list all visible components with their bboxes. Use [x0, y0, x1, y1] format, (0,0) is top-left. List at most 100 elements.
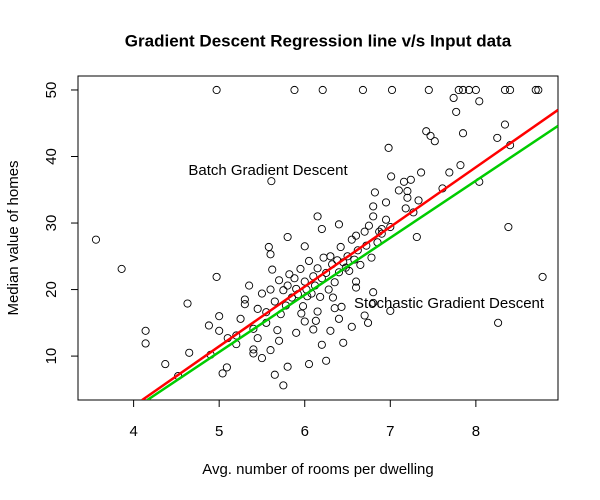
data-point	[326, 326, 335, 335]
data-point	[456, 161, 465, 170]
data-point	[253, 334, 262, 343]
data-point	[347, 235, 356, 244]
data-point	[386, 222, 395, 232]
data-point	[183, 299, 192, 308]
data-point	[364, 318, 373, 327]
data-point	[316, 292, 325, 301]
data-point	[266, 285, 275, 294]
data-point	[430, 137, 439, 146]
y-tick-label: 40	[43, 148, 60, 165]
data-point	[531, 85, 540, 95]
data-point	[358, 85, 367, 95]
data-point	[445, 168, 454, 177]
data-point	[387, 172, 396, 181]
data-point	[290, 85, 299, 95]
data-point	[264, 242, 273, 252]
data-point	[257, 289, 267, 298]
data-point	[279, 381, 288, 390]
data-point	[218, 369, 227, 378]
data-point	[403, 193, 412, 202]
data-point	[313, 212, 322, 221]
data-point	[386, 306, 395, 315]
y-tick-label: 20	[43, 281, 60, 298]
data-point	[300, 242, 309, 251]
data-point	[534, 85, 543, 95]
data-point	[452, 107, 461, 116]
data-point	[185, 348, 194, 357]
data-point	[347, 322, 356, 331]
data-point	[300, 317, 309, 326]
data-point	[324, 285, 333, 294]
data-point	[403, 187, 412, 196]
data-point	[494, 318, 503, 327]
data-point	[412, 232, 421, 242]
data-point	[0, 369, 4, 376]
y-tick-label: 50	[43, 82, 60, 99]
data-point	[313, 307, 322, 316]
data-point	[270, 297, 279, 306]
data-point	[212, 272, 221, 281]
data-point	[273, 326, 282, 335]
data-point	[322, 356, 331, 365]
data-point	[406, 175, 415, 184]
data-point	[317, 224, 326, 234]
data-point	[283, 281, 292, 290]
data-point	[360, 311, 369, 320]
data-point	[345, 266, 354, 275]
data-point	[454, 85, 463, 95]
annotation: Batch Gradient Descent	[188, 162, 348, 179]
data-point	[266, 346, 275, 355]
data-point	[343, 252, 352, 261]
data-point	[367, 253, 376, 262]
data-point	[500, 85, 510, 95]
data-point	[401, 204, 410, 213]
data-point	[504, 222, 513, 232]
data-point	[334, 220, 344, 229]
data-point	[381, 198, 391, 207]
y-axis-label: Median value of homes	[5, 160, 22, 315]
data-point	[309, 325, 318, 334]
data-point	[141, 339, 150, 348]
data-point	[275, 276, 284, 285]
data-point	[538, 272, 547, 281]
data-point	[236, 314, 245, 323]
data-point	[377, 229, 386, 238]
data-point	[352, 231, 361, 240]
data-point	[257, 354, 267, 363]
data-point	[426, 131, 435, 140]
data-point	[336, 242, 345, 252]
data-point	[330, 278, 339, 287]
data-point	[449, 93, 458, 103]
data-point	[240, 300, 249, 309]
data-point	[384, 143, 393, 152]
data-point	[279, 286, 288, 295]
data-point	[399, 177, 409, 186]
data-point	[249, 349, 258, 358]
data-point	[352, 283, 361, 292]
x-tick-label: 5	[215, 423, 223, 440]
data-point	[353, 246, 362, 255]
data-point	[240, 295, 249, 304]
data-point	[424, 85, 433, 95]
data-point	[283, 362, 292, 371]
regression-line	[146, 124, 558, 400]
data-point	[319, 253, 328, 262]
data-point	[304, 360, 314, 369]
data-point	[285, 270, 294, 279]
data-point	[339, 338, 348, 347]
data-point	[364, 221, 373, 230]
data-point	[268, 265, 277, 274]
data-point	[222, 363, 231, 372]
data-point	[215, 312, 224, 321]
y-tick-label: 10	[43, 348, 60, 365]
x-tick-label: 8	[472, 423, 480, 440]
data-point	[117, 264, 126, 273]
data-point	[297, 309, 306, 318]
data-point	[369, 212, 378, 221]
x-tick-label: 7	[386, 423, 394, 440]
data-point	[270, 370, 279, 379]
data-point	[352, 277, 361, 286]
data-point	[215, 326, 224, 335]
data-point	[266, 250, 275, 259]
x-tick-label: 6	[301, 423, 309, 440]
